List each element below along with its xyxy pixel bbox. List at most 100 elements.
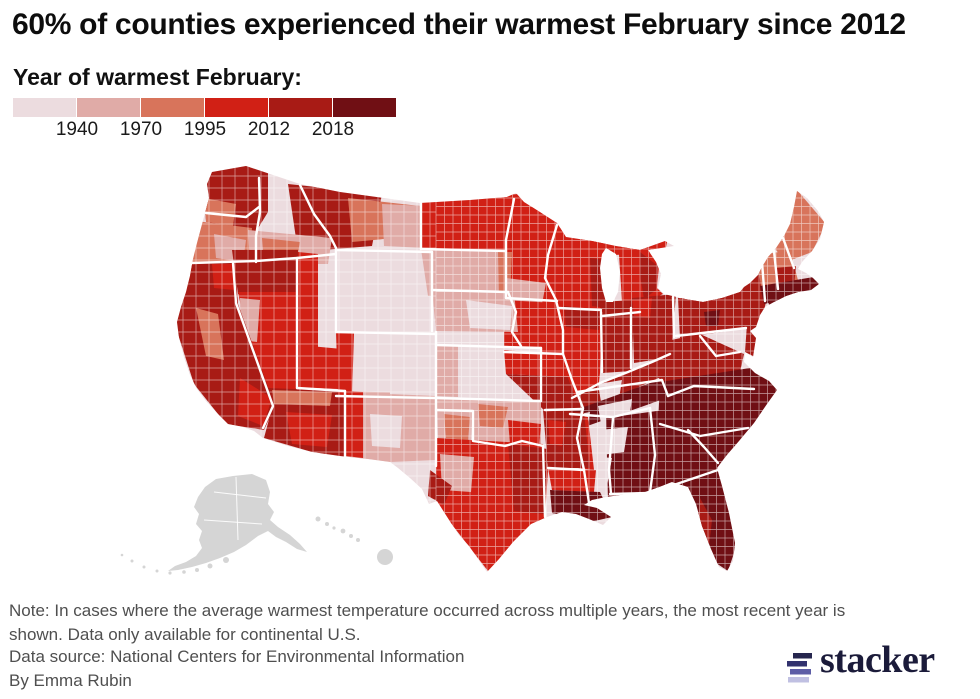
- state-border: [231, 261, 275, 430]
- legend-title: Year of warmest February:: [13, 64, 302, 90]
- legend-swatch-2: [141, 98, 204, 117]
- lake-michigan: [600, 248, 620, 302]
- state-border: [189, 252, 338, 265]
- legend-tick-label: 1995: [183, 119, 227, 140]
- map-region: [506, 374, 586, 412]
- state-border: [607, 416, 615, 496]
- state-border: [570, 352, 672, 400]
- map-region: [632, 298, 652, 318]
- map-region: [504, 350, 570, 377]
- alaska-island: [130, 559, 134, 563]
- map-region: [238, 378, 272, 426]
- stacker-logo-bar-2: [790, 669, 811, 675]
- state-border: [506, 290, 523, 348]
- map-region: [508, 420, 541, 446]
- map-region: [286, 412, 332, 447]
- state-border: [295, 386, 347, 393]
- alaska-island: [195, 568, 199, 572]
- state-border: [648, 406, 657, 494]
- state-border: [556, 306, 603, 312]
- stacker-logo-bar-1: [787, 661, 807, 667]
- alaska-county-line: [203, 519, 263, 525]
- state-border: [502, 350, 565, 356]
- map-region: [444, 414, 470, 440]
- map-region: [564, 306, 601, 330]
- alaska-island: [155, 569, 159, 573]
- byline-text: By Emma Rubin: [9, 671, 132, 690]
- map-region: [648, 468, 737, 571]
- state-border: [568, 406, 652, 419]
- map-region: [508, 444, 548, 514]
- hawaii-island: [332, 526, 336, 530]
- map-region: [346, 391, 363, 458]
- page-title: 60% of counties experienced their warmes…: [12, 8, 906, 41]
- map-region: [272, 390, 332, 406]
- legend-swatch-4: [269, 98, 332, 117]
- map-region: [640, 252, 658, 299]
- map-region: [466, 300, 512, 330]
- stacker-logo: stacker: [784, 639, 974, 692]
- map-region: [478, 404, 508, 428]
- hawaii-island: [315, 516, 321, 522]
- state-border: [419, 247, 508, 253]
- map-region: [421, 249, 500, 298]
- legend-swatch-3: [205, 98, 268, 117]
- state-border: [599, 310, 604, 374]
- state-border: [546, 466, 586, 472]
- state-border: [434, 396, 543, 403]
- state-border: [254, 176, 262, 264]
- hawaii-island: [349, 534, 353, 538]
- map-region: [652, 334, 744, 382]
- state-border: [686, 428, 720, 465]
- state-border: [760, 260, 767, 303]
- legend-swatch-0: [13, 98, 76, 117]
- stacker-logo-icon: [787, 653, 812, 683]
- state-border: [434, 343, 543, 350]
- legend-tick-label: 1940: [55, 119, 99, 140]
- note-line-1: Note: In cases where the average warmest…: [9, 601, 846, 620]
- state-border: [504, 296, 559, 303]
- map-region: [196, 308, 224, 360]
- map-region: [658, 368, 780, 458]
- map-region: [606, 410, 733, 500]
- legend-swatches: [13, 98, 397, 117]
- state-border: [600, 310, 642, 318]
- map-region: [698, 498, 712, 546]
- state-border: [575, 378, 670, 398]
- legend-tick-labels: 1940 1970 1995 2012 2018: [0, 119, 450, 141]
- state-border: [334, 248, 434, 254]
- alaska-island: [207, 563, 213, 569]
- legend-tick-label: 1970: [119, 119, 163, 140]
- legend-swatch-1: [77, 98, 140, 117]
- state-border: [698, 334, 742, 358]
- map-region: [388, 338, 436, 396]
- legend-swatch-5: [333, 98, 396, 117]
- alaska-county-line: [213, 491, 267, 499]
- map-region: [600, 427, 628, 455]
- map-region: [370, 414, 402, 448]
- hawaii-island: [325, 522, 329, 526]
- state-border: [298, 183, 338, 250]
- state-border: [334, 330, 438, 336]
- state-border: [543, 223, 591, 505]
- state-border: [671, 295, 676, 339]
- state-border: [543, 407, 585, 412]
- source-text: Data source: National Centers for Enviro…: [9, 647, 465, 666]
- map-region: [212, 264, 235, 290]
- alaska-island: [120, 553, 124, 557]
- hawaii-island: [377, 549, 393, 565]
- state-border: [674, 326, 748, 338]
- stacker-logo-text: stacker: [820, 639, 935, 681]
- hawaii-island: [356, 538, 360, 542]
- map-region: [436, 345, 458, 397]
- state-border: [434, 408, 545, 448]
- note-line-2: shown. Data only available for continent…: [9, 625, 361, 644]
- state-border: [666, 384, 756, 398]
- map-region: [704, 310, 720, 326]
- state-border: [608, 468, 720, 496]
- state-border: [658, 422, 750, 438]
- state-border: [204, 205, 261, 219]
- map-region: [336, 332, 354, 397]
- alaska-island: [182, 570, 186, 574]
